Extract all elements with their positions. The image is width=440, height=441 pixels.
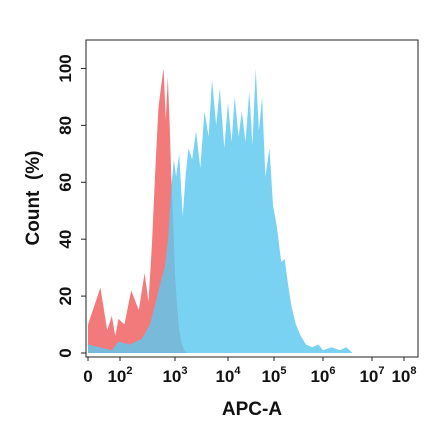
x-tick-label: 106 [310,365,335,386]
x-tick-label: 105 [261,365,286,386]
x-tick-label: 104 [215,365,241,386]
y-tick-label: 20 [56,287,75,306]
y-tick-label: 40 [56,230,75,249]
x-tick-label: 108 [391,365,416,386]
x-tick-label: 0 [83,367,92,386]
y-tick-label: 100 [56,54,75,82]
histogram-series-2 [88,68,353,353]
x-axis-title: APC-A [222,399,282,420]
x-tick-label: 102 [107,365,132,386]
axis-layer: 0 20 40 60 80 100 0 102 103 104 105 106 107 108 [56,54,417,386]
y-tick-label: 80 [56,116,75,135]
x-tick-label: 103 [162,365,187,386]
series-layer [88,68,353,353]
plot-frame [85,39,419,358]
y-tick-label: 0 [56,348,75,357]
y-axis-title: Count (%) [23,151,44,246]
x-tick-label: 107 [359,365,384,386]
y-tick-label: 60 [56,173,75,192]
